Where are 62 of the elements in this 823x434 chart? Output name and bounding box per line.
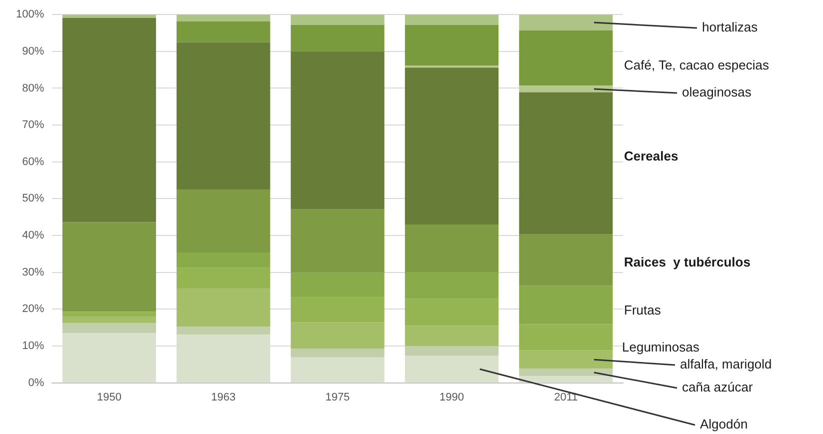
bar	[290, 24, 384, 52]
bar	[404, 356, 499, 382]
y-tick-label: 70%	[22, 119, 44, 132]
bar	[290, 14, 384, 25]
bar	[62, 18, 156, 222]
bar	[290, 348, 384, 358]
y-tick-label: 60%	[22, 156, 44, 168]
bar	[519, 14, 613, 30]
bar	[176, 288, 270, 326]
bar	[176, 190, 270, 252]
bar	[290, 51, 384, 210]
bar	[62, 333, 156, 382]
series-label: Café, Te, cacao especias	[624, 58, 770, 73]
bar	[62, 312, 156, 317]
bar	[290, 322, 384, 349]
bar	[519, 30, 613, 86]
text: oleaginosas	[682, 84, 752, 100]
bar	[404, 346, 499, 356]
bar	[404, 68, 499, 224]
y-tick-label: 80%	[22, 82, 44, 94]
bar	[176, 334, 270, 382]
bar	[519, 376, 613, 382]
series-label: Cereales	[624, 148, 678, 164]
bar	[519, 92, 613, 234]
text: caña azúcar	[682, 380, 754, 395]
bar	[176, 42, 270, 190]
bar	[519, 368, 613, 376]
bar	[519, 234, 613, 286]
bar	[176, 14, 270, 22]
bar	[290, 209, 384, 273]
bar	[62, 316, 156, 324]
bar	[176, 21, 270, 42]
bar	[62, 323, 156, 334]
y-tick-label: 0%	[28, 376, 44, 389]
y-tick-label: 50%	[22, 192, 44, 205]
y-tick-label: 40%	[22, 230, 44, 242]
bar	[62, 222, 156, 312]
bar	[519, 350, 613, 369]
series-label: Raices y tubérculos	[624, 254, 750, 270]
x-tick-label: 1950	[96, 391, 122, 404]
bar	[404, 14, 499, 25]
text: hortalizas	[702, 20, 758, 35]
bar	[176, 326, 270, 335]
series-label: Leguminosas	[622, 340, 700, 355]
x-tick-label: 1990	[440, 391, 464, 404]
bar	[404, 24, 499, 66]
text: alfalfa, marigold	[680, 356, 772, 372]
y-tick-label: 100%	[16, 8, 44, 21]
y-tick-label: 10%	[22, 340, 44, 352]
bar	[404, 326, 499, 346]
y-tick-label: 20%	[22, 303, 44, 316]
x-tick-label: 1975	[325, 391, 350, 404]
y-tick-label: 30%	[22, 266, 44, 278]
y-tick-label: 90%	[22, 45, 44, 58]
x-tick-label: 2011	[554, 391, 578, 404]
bar	[519, 86, 613, 92]
text: Algodón	[700, 416, 748, 432]
bar	[290, 357, 384, 382]
series-label: Frutas	[624, 302, 662, 318]
x-tick-label: 1963	[211, 391, 236, 404]
bar	[62, 14, 156, 18]
bar	[404, 224, 499, 272]
